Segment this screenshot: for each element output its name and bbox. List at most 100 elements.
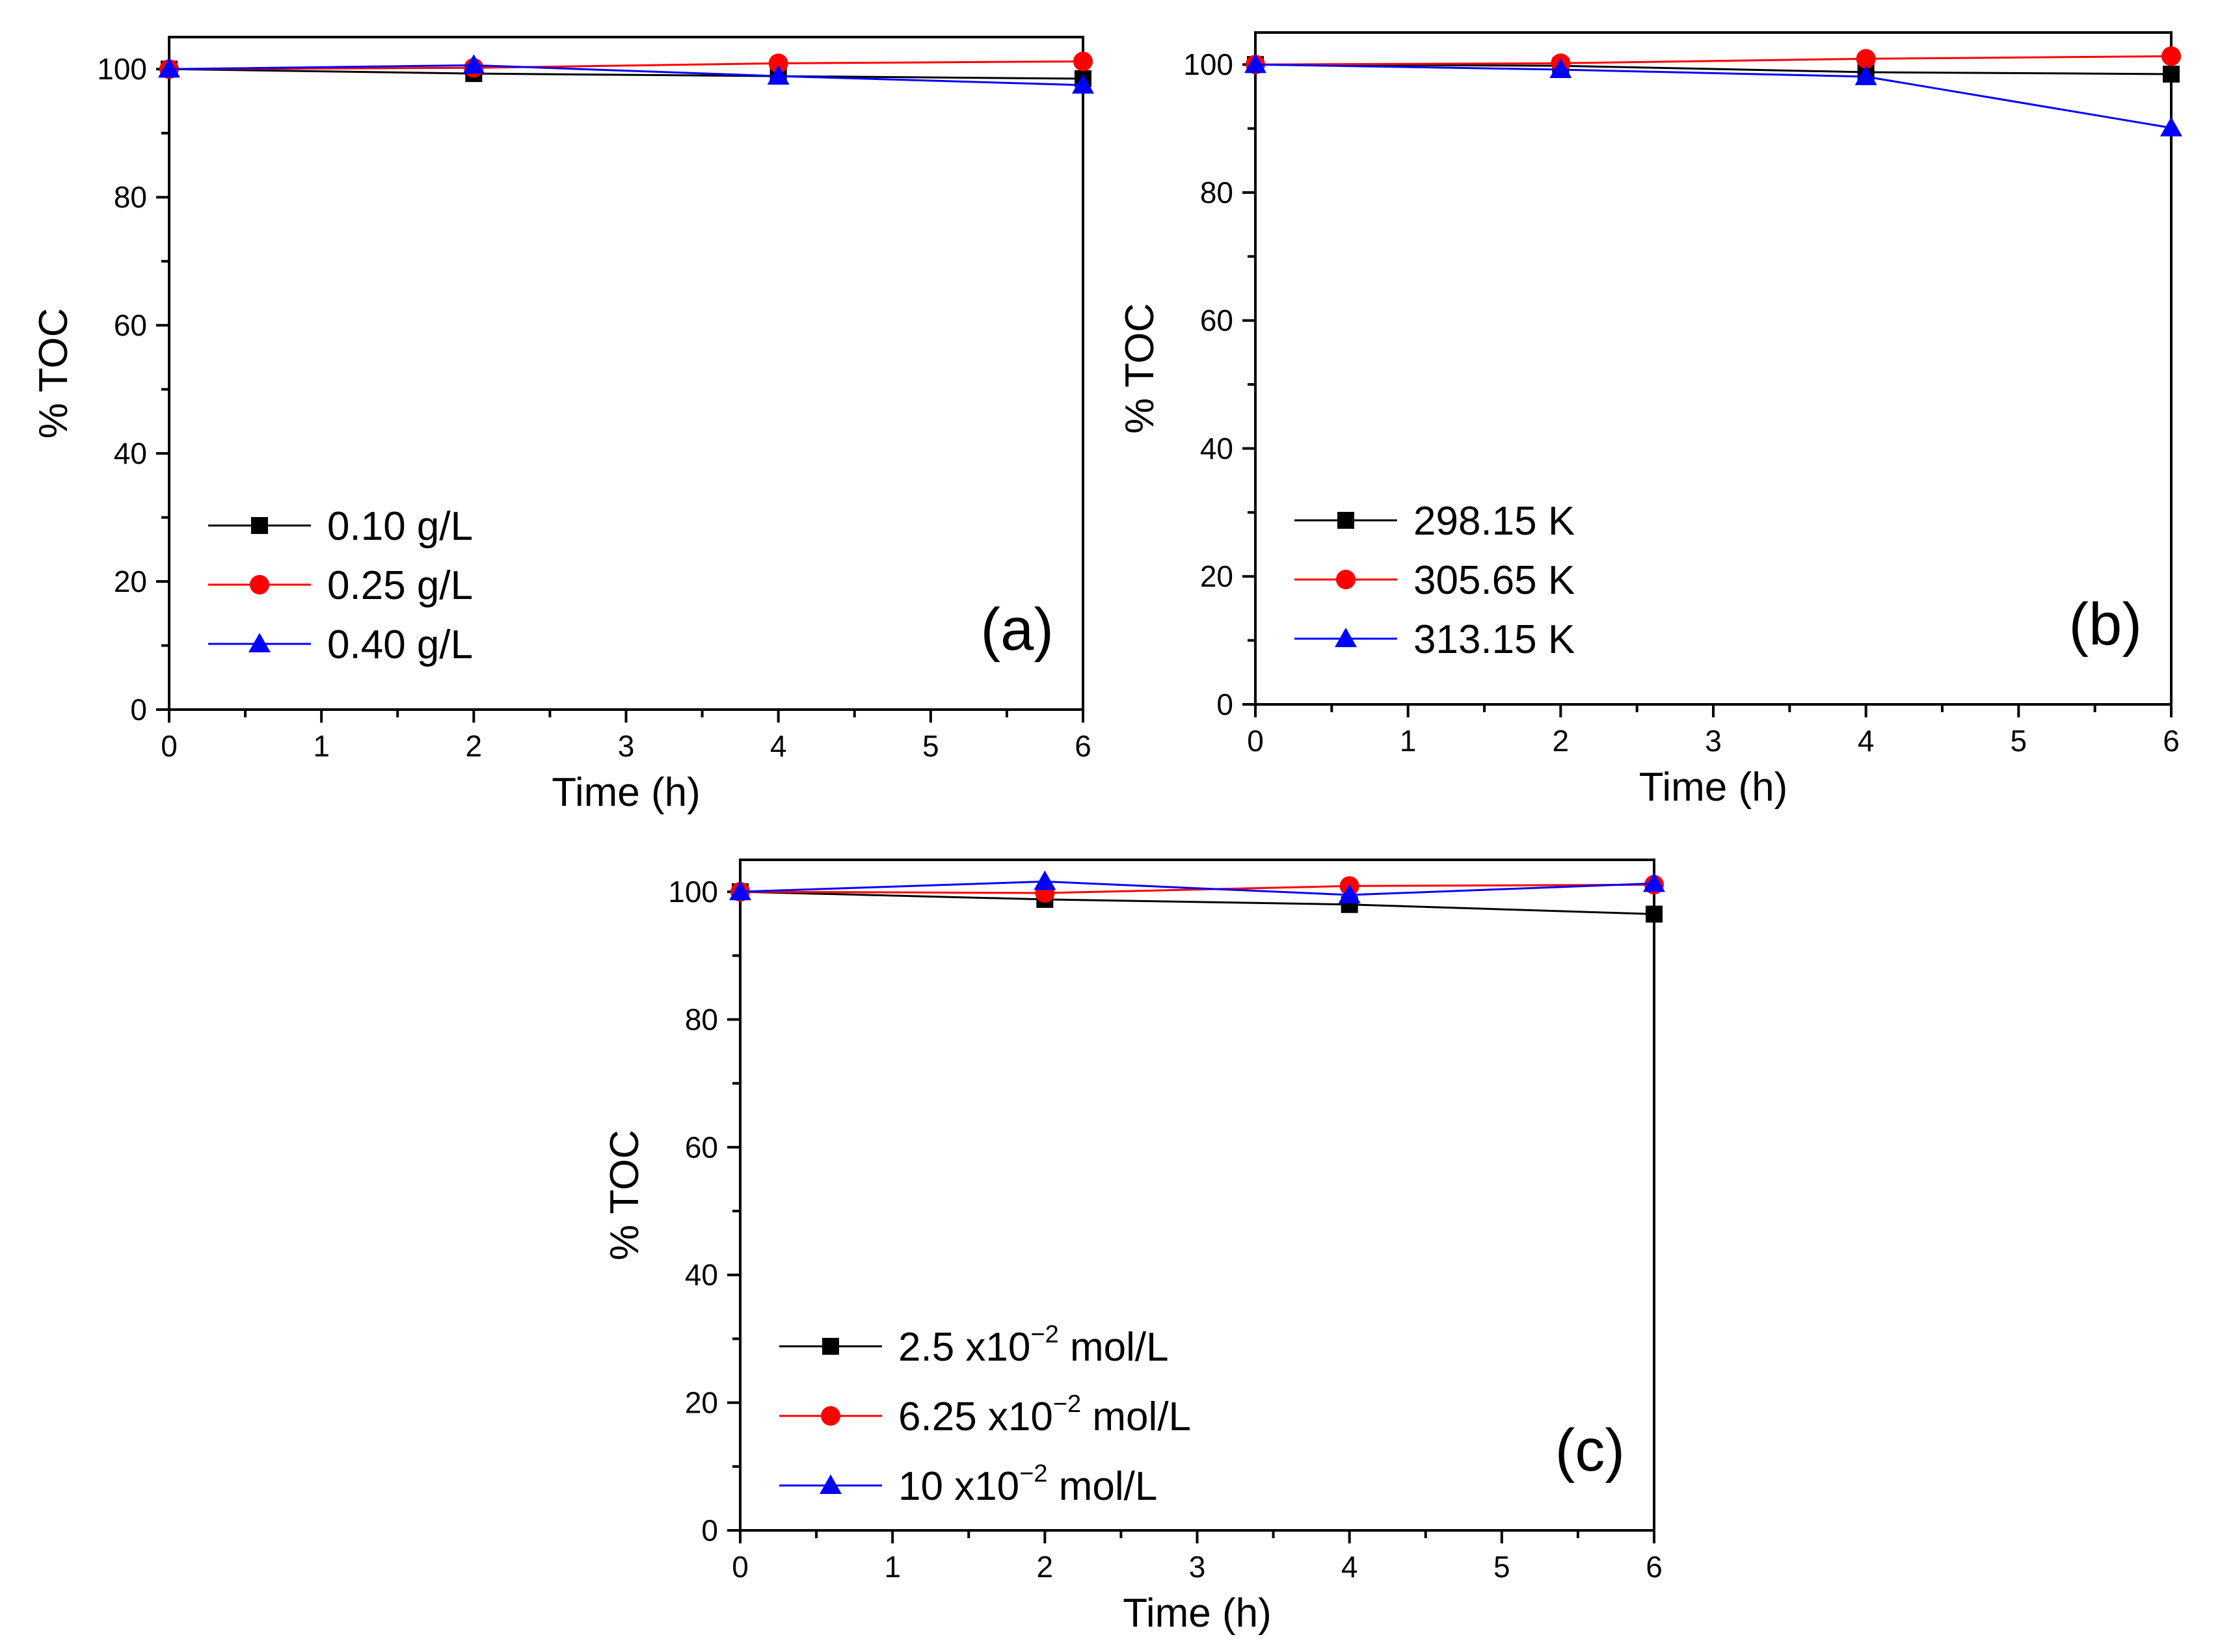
y-tick-label: 60: [1200, 304, 1233, 338]
data-point: [462, 54, 485, 74]
x-tick-label: 1: [313, 729, 330, 763]
series-line: [1255, 55, 2172, 66]
legend-label-part: mol/L: [1059, 1325, 1169, 1370]
x-tick-label: 4: [1341, 1550, 1358, 1584]
series-line: [740, 883, 1655, 894]
legend: 0.10 g/L 0.25 g/L 0.40 g/L: [208, 504, 473, 667]
series-2: [1244, 53, 2182, 137]
data-point: [2160, 116, 2182, 137]
legend-label-exponent: −2: [1053, 1391, 1081, 1418]
legend-marker: [251, 517, 268, 534]
series-2: [158, 54, 1094, 94]
y-tick-label: 100: [1183, 47, 1233, 81]
data-point: [1549, 59, 1572, 79]
data-point: [2161, 46, 2181, 66]
x-tick-label: 2: [466, 729, 483, 763]
x-tick-label: 5: [1493, 1550, 1510, 1584]
x-tick-label: 1: [1400, 724, 1417, 758]
y-tick-label: 80: [685, 1002, 718, 1036]
x-tick-label: 4: [1858, 724, 1875, 758]
legend-label: 10 x10−2 mol/L: [898, 1460, 1157, 1509]
legend-label-part: 10 x10: [898, 1464, 1019, 1509]
x-tick-label: 2: [1553, 724, 1570, 758]
panel-label: (a): [981, 596, 1054, 663]
legend-label-part: 313.15 K: [1413, 617, 1575, 662]
x-tick-label: 6: [2163, 724, 2180, 758]
y-tick-label: 20: [685, 1386, 718, 1420]
legend-label-part: 0.40 g/L: [327, 622, 473, 667]
x-tick-label: 3: [1189, 1550, 1206, 1584]
x-axis-title: Time (h): [1639, 765, 1787, 810]
legend-label: 2.5 x10−2 mol/L: [898, 1321, 1169, 1370]
data-point: [1072, 73, 1094, 94]
legend-label-part: 2.5 x10: [898, 1325, 1030, 1370]
x-axis-title: Time (h): [1123, 1591, 1271, 1636]
y-tick-label: 100: [668, 875, 718, 909]
legend-label-part: 0.10 g/L: [327, 504, 473, 549]
data-point: [1854, 65, 1877, 85]
legend-label-part: mol/L: [1081, 1394, 1191, 1439]
series-line: [1255, 63, 2172, 75]
y-tick-label: 80: [114, 180, 147, 214]
legend-marker: [1336, 570, 1356, 589]
legend-marker: [1335, 628, 1357, 647]
x-tick-label: 5: [922, 729, 939, 763]
y-tick-label: 60: [114, 308, 147, 342]
legend-label: 305.65 K: [1413, 558, 1575, 603]
x-tick-label: 3: [1705, 724, 1722, 758]
panel-label: (c): [1555, 1417, 1625, 1484]
data-point: [1338, 884, 1361, 904]
x-tick-label: 0: [161, 729, 178, 763]
legend-label-exponent: −2: [1019, 1460, 1047, 1487]
legend-label: 313.15 K: [1413, 617, 1575, 662]
series-line: [168, 60, 1084, 70]
data-point: [767, 65, 790, 85]
legend-marker: [250, 575, 269, 594]
y-tick-label: 60: [685, 1130, 718, 1164]
legend-label: 0.10 g/L: [327, 504, 473, 549]
y-tick-label: 100: [97, 52, 147, 86]
x-tick-label: 6: [1646, 1550, 1663, 1584]
series-line: [740, 890, 1655, 915]
data-point: [1034, 870, 1056, 890]
legend-label: 298.15 K: [1413, 499, 1575, 544]
legend-label-part: mol/L: [1047, 1464, 1157, 1509]
data-point: [1646, 905, 1663, 923]
x-tick-label: 1: [884, 1550, 901, 1584]
data-point: [1073, 51, 1093, 72]
series-line: [168, 64, 1084, 87]
data-point: [768, 53, 788, 73]
y-tick-label: 40: [685, 1258, 718, 1292]
x-axis-title: Time (h): [552, 770, 700, 815]
x-tick-label: 6: [1075, 729, 1091, 763]
x-tick-label: 5: [2011, 724, 2027, 758]
x-tick-label: 0: [1247, 724, 1264, 758]
y-axis-title: % TOC: [31, 308, 76, 439]
legend-label: 0.40 g/L: [327, 622, 473, 667]
series-2: [729, 870, 1665, 904]
series-line: [740, 880, 1655, 896]
y-tick-label: 0: [130, 693, 147, 726]
legend: 298.15 K 305.65 K 313.15 K: [1294, 499, 1575, 662]
legend-label-part: 305.65 K: [1413, 558, 1575, 603]
y-tick-label: 0: [1216, 687, 1233, 721]
legend-label-part: 298.15 K: [1413, 499, 1575, 544]
y-tick-label: 20: [1200, 559, 1233, 593]
series-line: [168, 68, 1084, 80]
series-line: [1255, 63, 2172, 129]
data-point: [2163, 65, 2180, 83]
data-point: [729, 881, 751, 901]
legend-label: 6.25 x10−2 mol/L: [898, 1391, 1191, 1439]
legend-marker: [820, 1474, 842, 1494]
y-tick-label: 0: [701, 1513, 718, 1547]
x-tick-label: 2: [1037, 1550, 1054, 1584]
y-tick-label: 80: [1200, 176, 1233, 209]
y-tick-label: 40: [114, 436, 147, 470]
legend-marker: [821, 1406, 840, 1426]
legend-marker: [1337, 512, 1354, 529]
